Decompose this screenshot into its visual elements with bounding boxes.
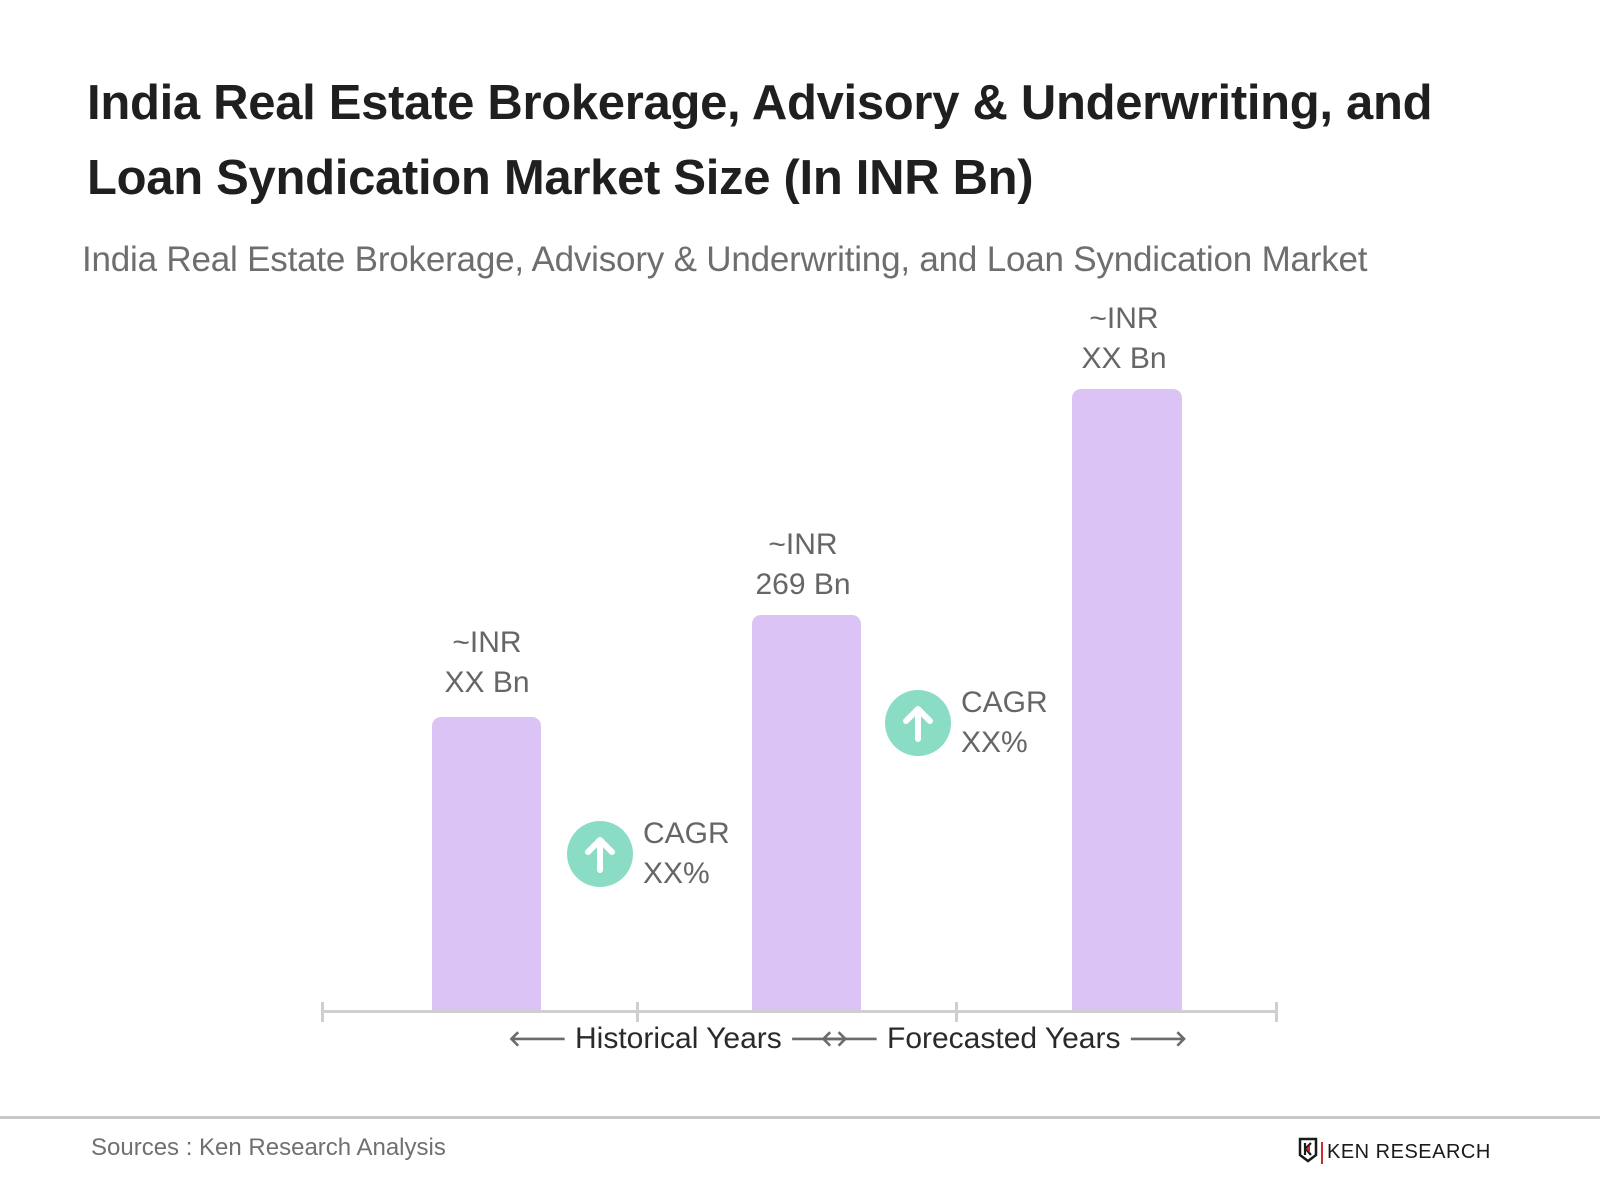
x-axis-tick <box>321 1002 324 1022</box>
bar-value-label: ~INR 269 Bn <box>703 525 903 605</box>
arrow-up-icon <box>885 690 951 756</box>
historical-years-text: Historical Years <box>575 1022 782 1055</box>
historical-years-label: 🡐 Historical Years 🡒 <box>500 1022 857 1056</box>
arrow-up-icon <box>567 821 633 887</box>
x-axis-tick <box>636 1002 639 1022</box>
bar-value-label: ~INR XX Bn <box>387 623 587 703</box>
bar-label-value: XX Bn <box>444 666 530 699</box>
cagr-value: XX% <box>643 857 710 890</box>
sources-note: Sources : Ken Research Analysis <box>91 1134 446 1161</box>
forecasted-years-label: 🡐 Forecasted Years 🡒 <box>812 1022 1195 1056</box>
cagr-annotation-historical: CAGR XX% <box>567 814 730 894</box>
cagr-value: XX% <box>961 726 1028 759</box>
arrow-right-icon: 🡒 <box>789 1026 849 1051</box>
bar-label-prefix: ~INR <box>1089 302 1159 335</box>
logo-separator <box>1321 1141 1323 1164</box>
bar-historical <box>432 717 541 1011</box>
arrow-right-icon: 🡒 <box>1128 1026 1188 1051</box>
arrow-left-icon: 🡐 <box>820 1026 879 1051</box>
chart-subtitle: India Real Estate Brokerage, Advisory & … <box>82 240 1368 279</box>
bar-forecast <box>1072 389 1182 1011</box>
x-axis-tick <box>1275 1002 1278 1022</box>
bar-label-value: 269 Bn <box>755 568 851 601</box>
logo-text: KEN RESEARCH <box>1327 1141 1491 1163</box>
arrow-left-icon: 🡐 <box>508 1026 567 1051</box>
bar-base-year <box>752 615 861 1011</box>
cagr-label: CAGR <box>961 686 1048 719</box>
ken-research-logo: KEN RESEARCH <box>1298 1137 1491 1168</box>
bar-label-value: XX Bn <box>1081 342 1167 375</box>
bar-label-prefix: ~INR <box>452 626 522 659</box>
bar-label-prefix: ~INR <box>768 528 838 561</box>
forecasted-years-text: Forecasted Years <box>887 1022 1121 1055</box>
x-axis-tick <box>955 1002 958 1022</box>
x-axis-line <box>322 1010 1276 1013</box>
footer-divider <box>0 1116 1600 1119</box>
cagr-label: CAGR <box>643 817 730 850</box>
bar-value-label: ~INR XX Bn <box>1024 299 1224 379</box>
chart-title: India Real Estate Brokerage, Advisory & … <box>87 76 1433 205</box>
ken-shield-icon <box>1298 1137 1318 1168</box>
cagr-annotation-forecast: CAGR XX% <box>885 683 1048 763</box>
bar-chart: ~INR XX Bn ~INR 269 Bn ~INR XX Bn CAGR X… <box>321 299 1278 1056</box>
